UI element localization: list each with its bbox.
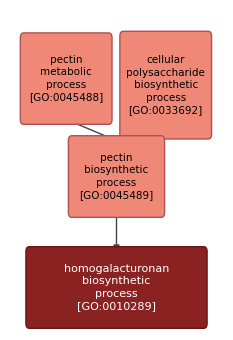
FancyBboxPatch shape (26, 247, 207, 328)
Text: cellular
polysaccharide
biosynthetic
process
[GO:0033692]: cellular polysaccharide biosynthetic pro… (126, 55, 205, 115)
Text: pectin
metabolic
process
[GO:0045488]: pectin metabolic process [GO:0045488] (29, 55, 103, 102)
FancyBboxPatch shape (120, 31, 212, 139)
FancyBboxPatch shape (69, 136, 164, 217)
Text: homogalacturonan
biosynthetic
process
[GO:0010289]: homogalacturonan biosynthetic process [G… (64, 264, 169, 311)
Text: pectin
biosynthetic
process
[GO:0045489]: pectin biosynthetic process [GO:0045489] (79, 153, 154, 200)
FancyBboxPatch shape (20, 33, 112, 124)
